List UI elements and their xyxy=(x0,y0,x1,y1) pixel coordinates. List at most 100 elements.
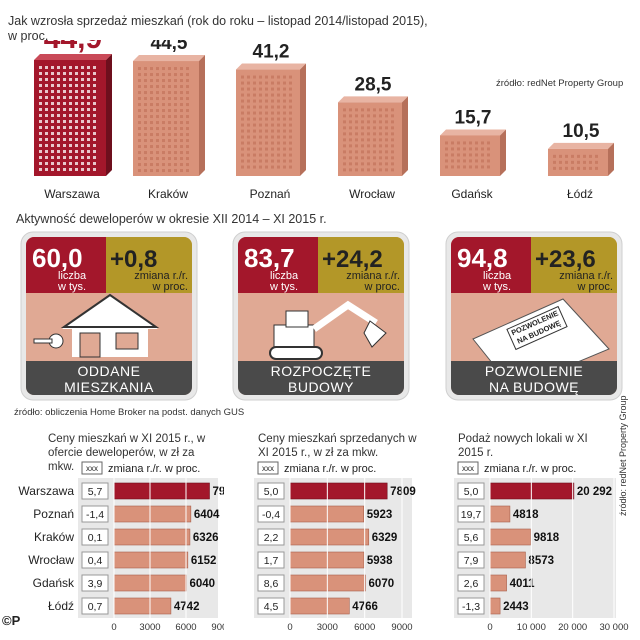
bar-value-label: 4742 xyxy=(174,601,200,613)
axis-tick-label: 30 000 xyxy=(599,622,628,633)
change-value: -1,4 xyxy=(86,509,104,521)
house-key-icon xyxy=(33,293,160,358)
building-bar-5 xyxy=(548,142,614,176)
change-value: -1,3 xyxy=(462,601,480,613)
building-value-label: 28,5 xyxy=(355,74,392,95)
card-unit-line2: w tys. xyxy=(57,281,86,293)
card-change-label2: w proc. xyxy=(364,281,400,293)
card-value: 83,7 xyxy=(244,243,295,273)
price-bar xyxy=(113,528,191,546)
city-sales-chart: 44,9 Warszawa 44,5 Kraków 41,2 Poznań 28,5 Wroc… xyxy=(34,40,614,201)
change-value: 2,2 xyxy=(264,532,279,544)
city-label: Wrocław xyxy=(28,553,74,567)
card-caption-line1: POZWOLENIE xyxy=(485,363,583,379)
top-source: źródło: redNet Property Group xyxy=(496,78,624,89)
card-change-label2: w proc. xyxy=(577,281,613,293)
city-label: Kraków xyxy=(34,530,74,544)
building-city-label: Wrocław xyxy=(349,187,395,201)
building-city-label: Warszawa xyxy=(44,187,100,201)
card-unit-line1: liczba xyxy=(58,270,87,282)
price-bar xyxy=(113,597,172,615)
change-value: 5,0 xyxy=(464,486,479,498)
bar-value-label: 6040 xyxy=(189,578,215,590)
building-city-label: Łódź xyxy=(567,187,593,201)
legend-box-label: xxx xyxy=(262,464,274,473)
card-caption-line2: MIESZKANIA xyxy=(64,379,154,395)
bar-value-label: 4818 xyxy=(513,509,539,521)
price-bar xyxy=(489,597,501,615)
excavator-icon xyxy=(269,300,387,360)
bar-value-label: 9818 xyxy=(534,532,560,544)
card-caption-line1: ODDANE xyxy=(78,363,141,379)
price-panel-1: xxx zmiana r./r. w proc. 5,0 7809 -0,4 5923 2,… xyxy=(254,461,416,633)
price-bar xyxy=(489,551,526,569)
panel-title-2: Podaż nowych lokali w XI 2015 r. xyxy=(458,433,588,459)
building-city-label: Poznań xyxy=(250,187,291,201)
legend-box-label: xxx xyxy=(462,464,474,473)
card-value: 60,0 xyxy=(32,243,83,273)
axis-tick-label: 9000 xyxy=(211,622,224,633)
building-value-label: 15,7 xyxy=(455,107,492,128)
axis-tick-label: 3000 xyxy=(317,622,338,633)
building-value-label: 41,2 xyxy=(253,42,290,63)
change-value: 5,6 xyxy=(464,532,479,544)
price-bar xyxy=(489,482,575,500)
panel-title-1: Ceny mieszkań sprzedanych w XI 2015 r., … xyxy=(258,433,417,459)
price-panel-2: xxx zmiana r./r. w proc. 5,0 20 292 19,7 4818… xyxy=(454,461,629,633)
price-bar xyxy=(289,528,370,546)
axis-tick-label: 6000 xyxy=(354,622,375,633)
bar-value-label: 4011 xyxy=(510,578,536,590)
bar-value-label: 2443 xyxy=(503,601,529,613)
price-bar xyxy=(113,551,189,569)
developers-source: źródło: obliczenia Home Broker na podst.… xyxy=(14,407,245,418)
card-unit-line2: w tys. xyxy=(482,281,511,293)
change-value: 8,6 xyxy=(264,578,279,590)
bar-value-label: 7957 xyxy=(212,486,224,498)
building-city-label: Kraków xyxy=(148,187,188,201)
building-bar-4 xyxy=(440,129,506,176)
axis-tick-label: 3000 xyxy=(139,622,160,633)
bar-value-label: 5938 xyxy=(367,555,393,567)
bar-value-label: 7809 xyxy=(390,486,416,498)
panel-title-0: Ceny mieszkań w XI 2015 r., w ofercie de… xyxy=(48,433,206,473)
bar-value-label: 6070 xyxy=(369,578,395,590)
change-value: 7,9 xyxy=(464,555,479,567)
change-value: 0,1 xyxy=(88,532,103,544)
card-value: 94,8 xyxy=(457,243,508,273)
card-change: +23,6 xyxy=(535,246,596,273)
price-bar xyxy=(289,597,350,615)
change-value: 0,4 xyxy=(88,555,103,567)
bar-value-label: 6404 xyxy=(194,509,220,521)
change-value: 3,9 xyxy=(88,578,103,590)
card-change-label1: zmiana r./r. xyxy=(346,270,400,282)
axis-tick-label: 20 000 xyxy=(558,622,587,633)
axis-tick-label: 0 xyxy=(111,622,116,633)
city-label: Warszawa xyxy=(18,484,74,498)
building-bar-3 xyxy=(338,96,408,176)
change-value: 5,7 xyxy=(88,486,103,498)
city-label: Łódź xyxy=(48,599,74,613)
legend-text: zmiana r./r. w proc. xyxy=(108,463,200,475)
bar-value-label: 5923 xyxy=(367,509,393,521)
change-value: 4,5 xyxy=(264,601,279,613)
price-bar xyxy=(113,482,210,500)
card-unit-line1: liczba xyxy=(270,270,299,282)
card-caption-line2: NA BUDOWĘ xyxy=(489,379,579,395)
axis-tick-label: 6000 xyxy=(175,622,196,633)
bar-value-label: 6326 xyxy=(193,532,219,544)
building-bar-2 xyxy=(236,63,306,176)
building-value-label: 44,9 xyxy=(44,40,102,55)
building-city-label: Gdańsk xyxy=(451,187,493,201)
bar-value-label: 8573 xyxy=(528,555,554,567)
axis-tick-label: 0 xyxy=(287,622,292,633)
card-unit-line1: liczba xyxy=(483,270,512,282)
change-value: -0,4 xyxy=(262,509,280,521)
axis-tick-label: 10 000 xyxy=(517,622,546,633)
copyright-mark: ©P xyxy=(2,613,21,628)
card-change-label1: zmiana r./r. xyxy=(134,270,188,282)
top-chart-title: Jak wzrosła sprzedaż mieszkań (rok do ro… xyxy=(8,14,428,44)
change-value: 0,7 xyxy=(88,601,103,613)
